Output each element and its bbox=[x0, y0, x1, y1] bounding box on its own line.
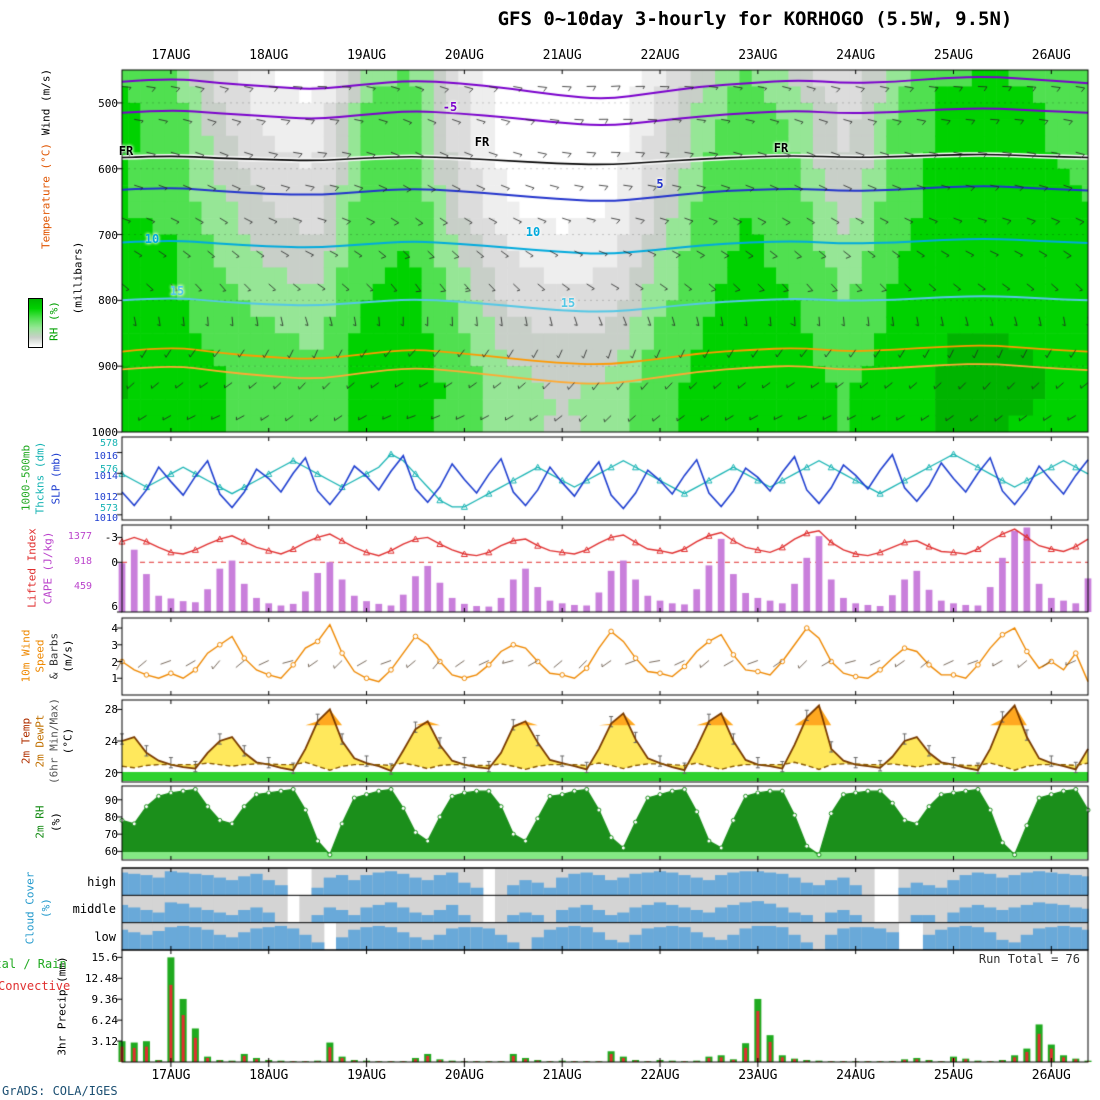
wind10m-panel bbox=[122, 618, 1088, 695]
li-cape-panel bbox=[122, 525, 1088, 612]
precip-panel bbox=[122, 950, 1088, 1062]
slp-thickness-panel bbox=[122, 437, 1088, 520]
temp2m-panel bbox=[122, 700, 1088, 782]
cloud-cover-panel bbox=[122, 868, 1088, 950]
rh2m-panel bbox=[122, 786, 1088, 860]
upper-air-panel bbox=[122, 70, 1088, 432]
